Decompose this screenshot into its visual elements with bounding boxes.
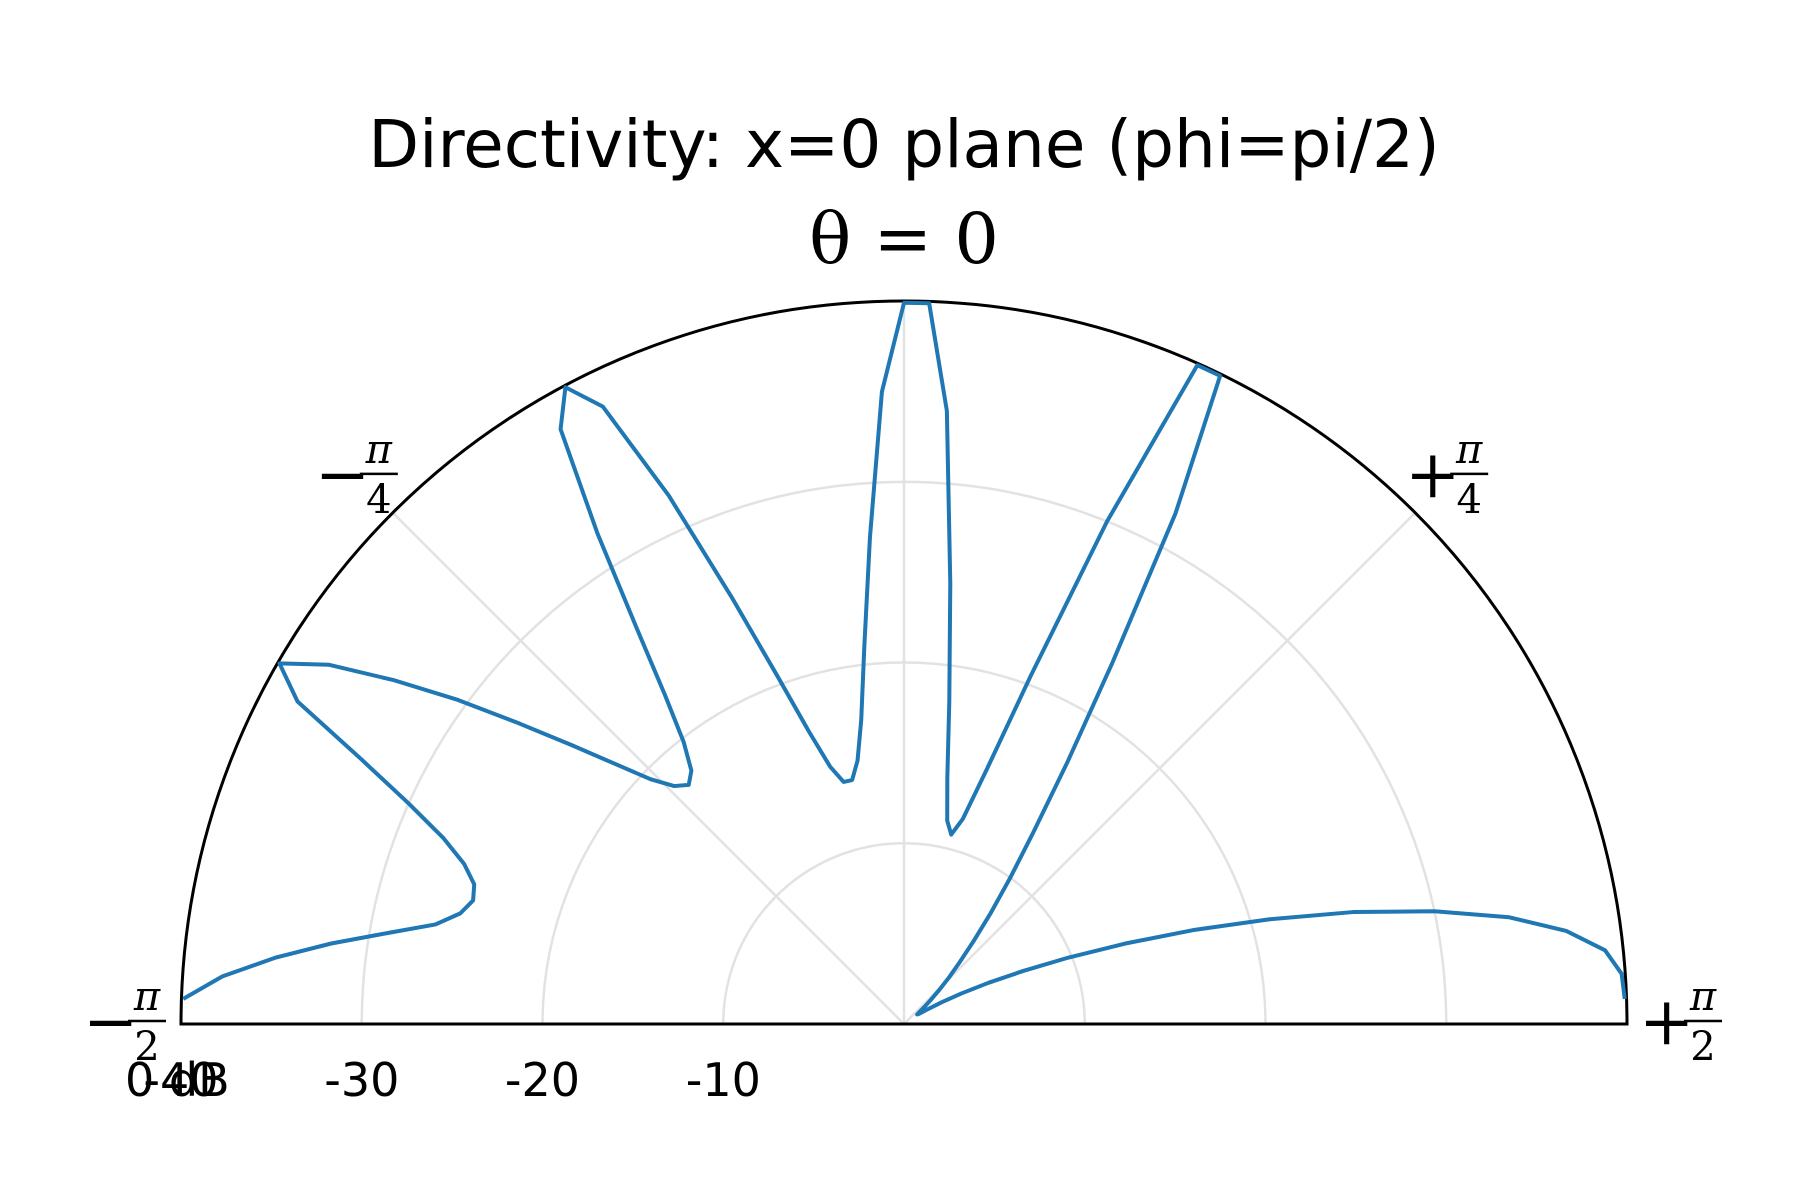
r-tick-label-2: -20 <box>505 1053 580 1107</box>
r-tick-label-1: -10 <box>686 1053 761 1107</box>
theta-tick-numerator: π <box>1689 974 1717 1020</box>
series-line-0 <box>182 300 1627 1017</box>
data-series-group <box>182 300 1627 1017</box>
theta-tick-denominator: 2 <box>134 1024 159 1070</box>
angular-gridline-2 <box>903 511 1417 1025</box>
chart-title: Directivity: x=0 plane (phi=pi/2) <box>368 106 1439 183</box>
r-tick-label-0: 0 dB <box>125 1053 230 1107</box>
theta-tick-denominator: 4 <box>366 477 391 523</box>
theta-tick-numerator: π <box>365 427 393 473</box>
theta-tick-numerator: π <box>1455 427 1483 473</box>
theta-tick-label-1: +π4 <box>1405 427 1489 523</box>
theta-tick-label-3: +π2 <box>1639 974 1722 1070</box>
r-tick-label-3: -30 <box>324 1053 399 1107</box>
angular-tick-labels: −π4 +π4 −π2 +π2 <box>83 427 1722 1070</box>
r-tick-label-4: -40 <box>143 1053 218 1107</box>
radial-tick-labels: 0 dB -10 -20 -30 -40 <box>125 1053 761 1107</box>
theta-tick-denominator: 4 <box>1456 477 1481 523</box>
zero-direction-label: θ = 0 <box>809 198 999 280</box>
angular-gridline-0 <box>391 511 905 1025</box>
theta-tick-denominator: 2 <box>1690 1024 1715 1070</box>
theta-tick-numerator: π <box>133 974 161 1020</box>
theta-tick-label-2: −π2 <box>83 974 166 1070</box>
theta-tick-label-0: −π4 <box>315 427 398 523</box>
polar-grid <box>179 299 1629 1025</box>
